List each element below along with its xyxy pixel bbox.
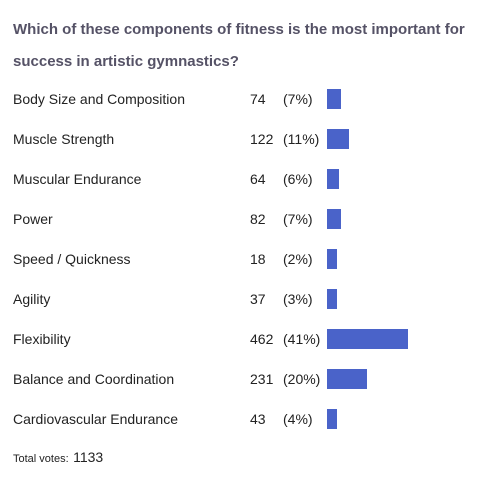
- option-result-bar: [327, 89, 341, 109]
- option-percent: (7%): [283, 91, 313, 107]
- poll-option: Body Size and Composition 74 (7%): [13, 88, 473, 110]
- option-label: Cardiovascular Endurance: [13, 411, 178, 427]
- option-result-bar: [327, 169, 339, 189]
- option-result-bar: [327, 409, 337, 429]
- option-vote-count: 462: [250, 331, 274, 347]
- option-label: Power: [13, 211, 53, 227]
- option-percent: (11%): [283, 131, 320, 147]
- option-result-bar: [327, 249, 337, 269]
- option-percent: (6%): [283, 171, 313, 187]
- option-label: Body Size and Composition: [13, 91, 185, 107]
- option-percent: (2%): [283, 251, 313, 267]
- total-votes-label: Total votes:: [13, 453, 69, 465]
- option-vote-count: 231: [250, 371, 274, 387]
- option-vote-count: 122: [250, 131, 274, 147]
- option-label: Speed / Quickness: [13, 251, 131, 267]
- option-percent: (4%): [283, 411, 313, 427]
- option-result-bar: [327, 129, 349, 149]
- poll-option: Cardiovascular Endurance 43 (4%): [13, 408, 473, 430]
- poll-question: Which of these components of fitness is …: [13, 21, 465, 70]
- option-result-bar: [327, 289, 337, 309]
- option-vote-count: 64: [250, 171, 266, 187]
- option-vote-count: 18: [250, 251, 266, 267]
- poll-option: Muscular Endurance 64 (6%): [13, 168, 473, 190]
- total-votes: Total votes: 1133: [13, 449, 103, 467]
- option-vote-count: 82: [250, 211, 266, 227]
- poll-option: Flexibility 462 (41%): [13, 328, 473, 350]
- option-percent: (3%): [283, 291, 313, 307]
- option-result-bar: [327, 329, 408, 349]
- poll-option: Balance and Coordination 231 (20%): [13, 368, 473, 390]
- total-votes-value: 1133: [73, 449, 104, 465]
- poll-option: Agility 37 (3%): [13, 288, 473, 310]
- poll-option: Speed / Quickness 18 (2%): [13, 248, 473, 270]
- option-label: Flexibility: [13, 331, 71, 347]
- option-percent: (20%): [283, 371, 321, 387]
- option-result-bar: [327, 369, 367, 389]
- option-label: Balance and Coordination: [13, 371, 175, 387]
- option-percent: (7%): [283, 211, 313, 227]
- option-percent: (41%): [283, 331, 321, 347]
- option-vote-count: 37: [250, 291, 266, 307]
- option-vote-count: 74: [250, 91, 266, 107]
- option-label: Agility: [13, 291, 51, 307]
- option-vote-count: 43: [250, 411, 266, 427]
- poll-option: Power 82 (7%): [13, 208, 473, 230]
- option-label: Muscular Endurance: [13, 171, 142, 187]
- option-result-bar: [327, 209, 341, 229]
- option-label: Muscle Strength: [13, 131, 115, 147]
- poll-option: Muscle Strength 122 (11%): [13, 128, 473, 150]
